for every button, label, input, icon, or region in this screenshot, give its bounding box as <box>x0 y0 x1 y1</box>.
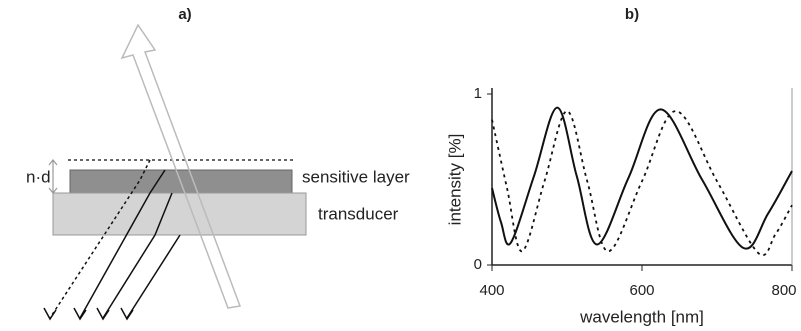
substrate-label: transducer <box>318 204 399 223</box>
x-axis-label: wavelength [nm] <box>579 307 704 326</box>
transducer <box>52 192 307 236</box>
x-tick-label: 800 <box>771 282 796 299</box>
y-tick-label: 1 <box>474 85 482 102</box>
layer-label: sensitive layer <box>302 167 410 186</box>
x-tick-label: 600 <box>629 282 654 299</box>
series-line <box>491 106 793 250</box>
y-axis-label: intensity [%] <box>445 134 464 226</box>
thickness-label: n·d <box>26 167 51 186</box>
incident-beam <box>120 23 242 309</box>
thickness-arrow <box>48 159 58 194</box>
series-line <box>491 110 793 256</box>
panel-title: a) <box>178 6 191 23</box>
chart-title: b) <box>625 6 639 23</box>
reflected-beams <box>43 159 181 321</box>
x-tick-label: 400 <box>479 282 504 299</box>
y-tick-label: 0 <box>474 256 482 273</box>
